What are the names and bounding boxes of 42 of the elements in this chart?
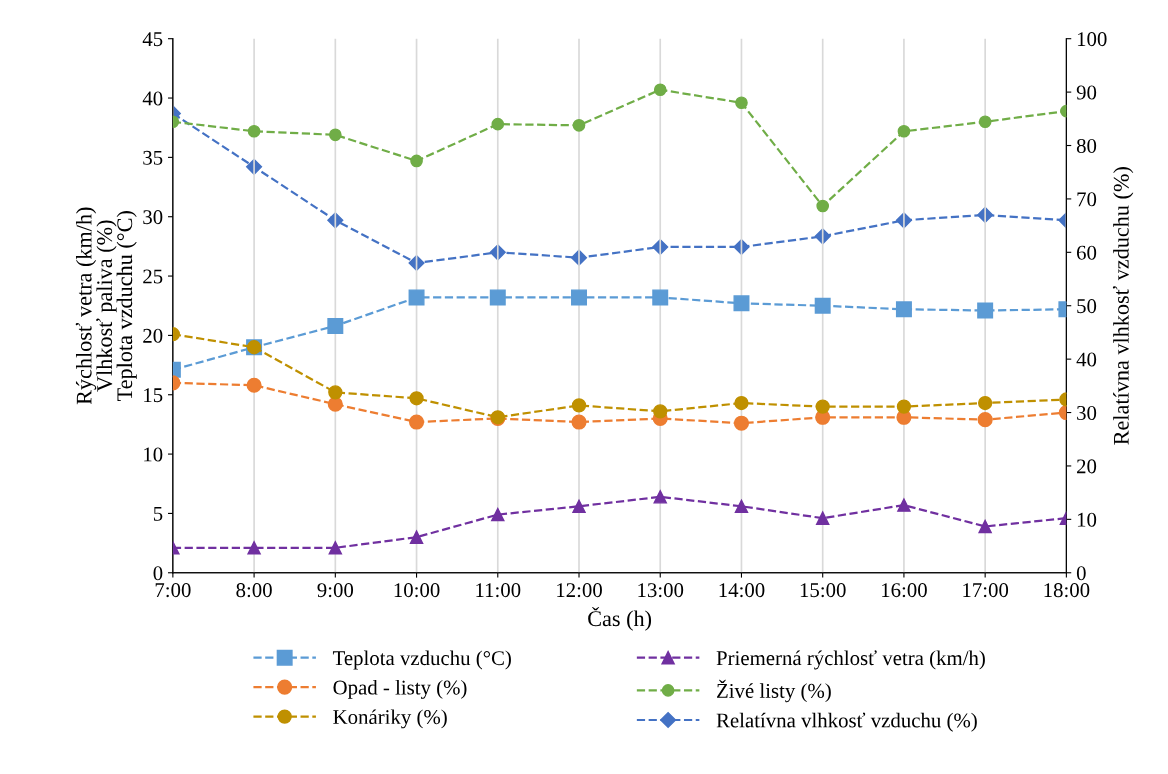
y-tick-label: 0 [153, 566, 163, 581]
x-tick-label: 9:00 [317, 583, 354, 598]
x-tick-label: 10:00 [394, 583, 440, 598]
x-tick-label: 13:00 [638, 583, 684, 598]
x-tick-label: 7:00 [155, 583, 191, 598]
y-tick-label: 10 [144, 447, 163, 462]
legend-label: Priemerná rýchlosť vetra (km/h) [716, 650, 985, 670]
x-tick-label: 15:00 [800, 583, 846, 598]
legend-label: Opad - listy (%) [333, 679, 467, 699]
x-tick-label: 16:00 [882, 583, 927, 598]
y2-tick-label: 80 [1076, 138, 1097, 153]
x-tick-label: 17:00 [963, 583, 1009, 598]
y-tick-label: 25 [143, 269, 163, 284]
y-tick-label: 5 [153, 507, 163, 521]
y-tick-label: 20 [143, 328, 163, 343]
y2-tick-label: 60 [1077, 245, 1097, 260]
x-axis-title: Čas (h) [588, 606, 652, 631]
x-tick-label: 11:00 [476, 583, 521, 598]
legend-label: Živé listy (%) [717, 679, 831, 703]
legend-label: Konáriky (%) [333, 709, 447, 729]
x-tick-label: 8:00 [236, 583, 272, 598]
y2-tick-label: 90 [1076, 85, 1097, 100]
y2-tick-label: 100 [1077, 32, 1107, 47]
x-tick-label: 18:00 [1044, 583, 1090, 598]
y2-tick-label: 30 [1077, 405, 1097, 420]
legend-label: Teplota vzduchu (°C) [332, 650, 511, 670]
y-tick-label: 35 [143, 150, 163, 165]
y2-tick-label: 0 [1076, 566, 1086, 581]
y-tick-label: 15 [144, 388, 163, 403]
y2-tick-label: 10 [1077, 512, 1097, 527]
x-tick-label: 12:00 [557, 583, 602, 598]
y2-axis-title: Relatívna vlhkosť vzduchu (%) [1112, 167, 1134, 445]
legend-label: Relatívna vlhkosť vzduchu (%) [716, 712, 977, 732]
y2-tick-label: 70 [1077, 192, 1097, 207]
y-tick-label: 30 [143, 210, 163, 225]
y2-tick-label: 20 [1077, 459, 1097, 474]
y-axis-title: Rýchlosť vetra (km/h) Vlhkosť paliva (%) Teplota vzduchu (°C) [75, 207, 137, 405]
y2-tick-label: 50 [1077, 299, 1097, 314]
y2-tick-label: 40 [1076, 352, 1097, 367]
y-tick-label: 45 [142, 32, 163, 47]
y-tick-label: 40 [142, 91, 163, 106]
x-tick-label: 14:00 [719, 583, 765, 598]
